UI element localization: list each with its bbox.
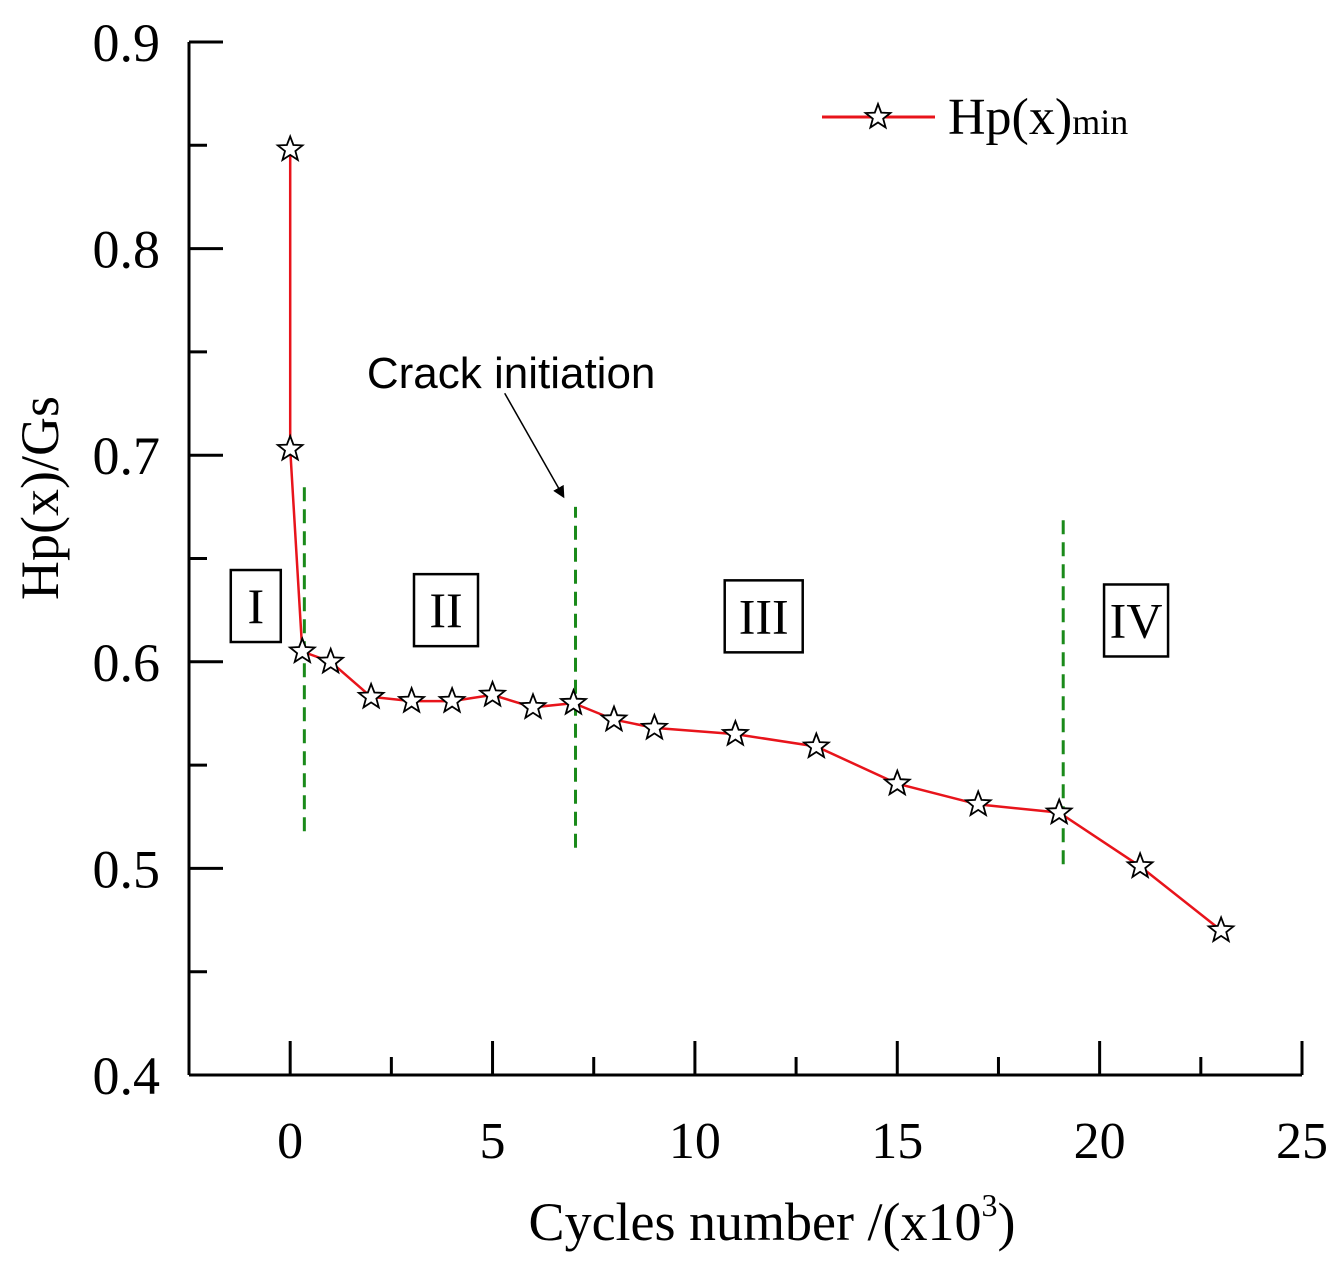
stage-label-text: I [247, 578, 264, 634]
y-ticks: 0.4 0.5 0.6 0.7 0.8 0.9 [93, 13, 223, 1106]
data-point-star [287, 635, 318, 665]
y-axis-label: Hp(x)/Gs [10, 396, 70, 600]
x-tick-label: 15 [871, 1113, 923, 1170]
data-point-star [801, 730, 832, 760]
series-hp-min [275, 133, 1236, 943]
x-axis-label-sup: 3 [981, 1187, 997, 1223]
x-tick-label: 5 [480, 1113, 506, 1170]
stage-label-text: II [429, 582, 462, 638]
data-point-star [275, 433, 305, 462]
x-ticks: 0 5 10 15 20 25 [187, 1041, 1328, 1170]
axes [187, 42, 1302, 1077]
legend-label: Hp(x)min [948, 89, 1128, 146]
stage-label-box [723, 579, 804, 654]
crack-initiation-label: Crack initiation [367, 349, 656, 398]
crack-initiation-annotation: Crack initiation [367, 349, 656, 499]
data-point-star [558, 687, 589, 716]
y-tick-label: 0.8 [93, 220, 161, 280]
data-point-star [518, 691, 548, 720]
x-axis-label-main: Cycles number /(x10 [529, 1192, 982, 1252]
data-point-star [275, 133, 305, 162]
data-point-star [882, 768, 912, 797]
data-point-star [477, 679, 508, 708]
x-axis-label-close: ) [997, 1192, 1015, 1252]
y-tick-label: 0.5 [93, 839, 161, 899]
legend-label-main: Hp(x) [948, 89, 1072, 146]
data-point-star [437, 685, 467, 714]
data-point-star [599, 704, 629, 733]
data-point-star [639, 712, 670, 741]
stage-labels: I II III IV [229, 568, 1170, 658]
stage-label-text: IV [1110, 592, 1163, 648]
data-point-star [396, 685, 427, 714]
y-tick-label: 0.9 [93, 13, 161, 73]
x-axis-label: Cycles number /(x103) [529, 1187, 1016, 1252]
data-point-star [1125, 850, 1155, 879]
series-line [288, 149, 1222, 932]
x-tick-label: 25 [1276, 1113, 1328, 1170]
crack-initiation-arrow [504, 392, 565, 499]
stage-label-text: III [739, 588, 789, 644]
x-tick-label: 10 [669, 1113, 721, 1170]
y-tick-label: 0.6 [93, 633, 161, 693]
data-point-star [315, 646, 346, 675]
data-point-star [1044, 797, 1074, 826]
data-point-star [963, 788, 994, 817]
stage-label-box [412, 572, 480, 648]
y-tick-label: 0.4 [93, 1046, 161, 1106]
y-tick-label: 0.7 [93, 426, 161, 486]
legend-label-sub: min [1072, 102, 1128, 142]
data-point-star [720, 718, 751, 747]
x-tick-label: 0 [277, 1113, 303, 1170]
data-point-star [1206, 914, 1236, 943]
stage-label-box [1102, 583, 1170, 658]
stage-label-box [229, 568, 283, 644]
legend: Hp(x)min [822, 89, 1128, 146]
stage-dividers [302, 486, 1065, 865]
x-tick-label: 20 [1074, 1113, 1126, 1170]
data-point-star [356, 681, 386, 710]
legend-star-marker [863, 101, 893, 130]
